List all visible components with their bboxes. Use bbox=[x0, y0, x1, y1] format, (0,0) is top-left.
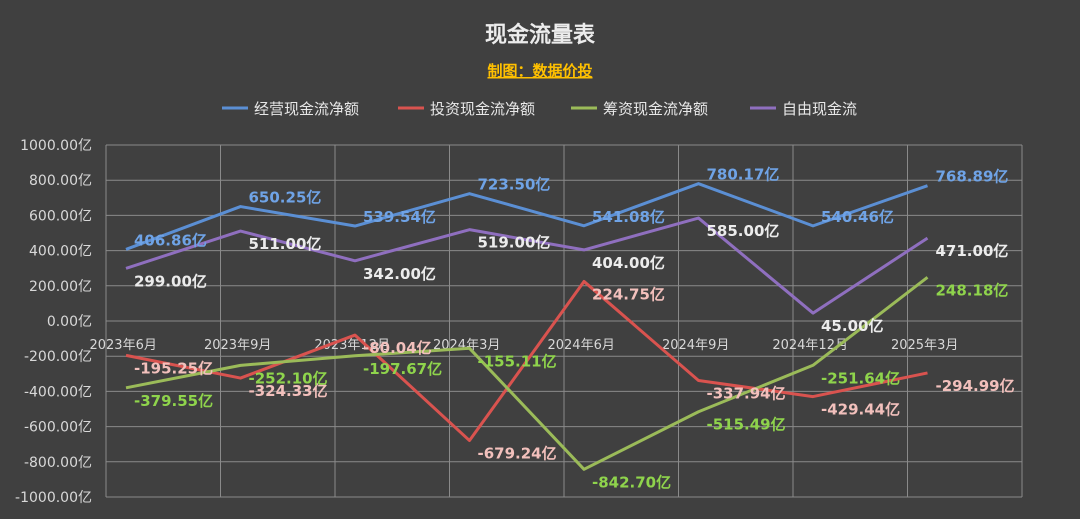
x-tick-label: 2024年9月 bbox=[662, 338, 729, 353]
y-tick-label: -1000.00亿 bbox=[15, 490, 92, 506]
y-tick-label: 600.00亿 bbox=[29, 208, 92, 224]
data-label: 539.54亿 bbox=[363, 208, 436, 226]
data-label: -337.94亿 bbox=[707, 384, 786, 402]
data-label: 541.08亿 bbox=[592, 208, 665, 226]
y-tick-label: 800.00亿 bbox=[29, 173, 92, 189]
series-line bbox=[125, 182, 928, 251]
data-label: -842.70亿 bbox=[592, 473, 671, 491]
data-label: 248.18亿 bbox=[936, 281, 1009, 299]
data-label: 224.75亿 bbox=[592, 285, 665, 303]
x-tick-label: 2023年6月 bbox=[89, 338, 156, 353]
y-tick-label: -600.00亿 bbox=[24, 420, 92, 436]
data-label: -429.44亿 bbox=[821, 401, 900, 419]
data-label: -679.24亿 bbox=[478, 445, 557, 463]
data-label: -324.33亿 bbox=[249, 382, 328, 400]
data-label: -379.55亿 bbox=[134, 392, 213, 410]
x-tick-label: 2025年3月 bbox=[891, 338, 958, 353]
y-tick-label: 0.00亿 bbox=[47, 314, 92, 330]
y-tick-label: -200.00亿 bbox=[24, 349, 92, 365]
data-label: 540.46亿 bbox=[821, 208, 894, 226]
x-tick-label: 2024年12月 bbox=[772, 338, 848, 353]
data-label: -294.99亿 bbox=[936, 377, 1015, 395]
data-label: -251.64亿 bbox=[821, 369, 900, 387]
y-axis-ticks: 1000.00亿 800.00亿 600.00亿 400.00亿 200.00亿 0.00… bbox=[15, 138, 92, 506]
y-tick-label: 400.00亿 bbox=[29, 244, 92, 260]
data-label: -195.25亿 bbox=[134, 359, 213, 377]
data-label: 406.86亿 bbox=[134, 231, 207, 249]
chart-title: 现金流量表 bbox=[485, 22, 596, 48]
legend-entry: 投资现金流净额 bbox=[430, 100, 535, 118]
legend-entry: 自由现金流 bbox=[782, 100, 857, 118]
data-label: 650.25亿 bbox=[249, 189, 322, 207]
chart-series bbox=[125, 182, 929, 471]
x-tick-label: 2023年9月 bbox=[204, 338, 271, 353]
data-label: -515.49亿 bbox=[707, 416, 786, 434]
legend-entry: 经营现金流净额 bbox=[254, 100, 359, 118]
data-label: 585.00亿 bbox=[707, 222, 780, 240]
data-label: 519.00亿 bbox=[478, 234, 551, 252]
data-labels: 406.86亿 650.25亿 539.54亿 723.50亿 541.08亿 780.1… bbox=[134, 166, 1015, 492]
data-label: 723.50亿 bbox=[478, 176, 551, 194]
data-label: 342.00亿 bbox=[363, 265, 436, 283]
data-label: -252.10亿 bbox=[249, 369, 328, 387]
data-label: -197.67亿 bbox=[363, 360, 442, 378]
data-label: 45.00亿 bbox=[821, 317, 883, 335]
data-label: 299.00亿 bbox=[134, 272, 207, 290]
y-tick-label: 1000.00亿 bbox=[20, 138, 92, 154]
x-tick-label: 2024年6月 bbox=[547, 338, 614, 353]
data-label: -155.11亿 bbox=[478, 352, 557, 370]
data-label: -80.04亿 bbox=[363, 339, 432, 357]
data-label: 780.17亿 bbox=[707, 166, 780, 184]
chart-legend: 经营现金流净额 投资现金流净额 筹资现金流净额 自由现金流 bbox=[222, 100, 857, 118]
series-line bbox=[125, 279, 928, 443]
chart-grid bbox=[105, 144, 1023, 498]
y-tick-label: 200.00亿 bbox=[29, 279, 92, 295]
x-axis-ticks: 2023年6月 2023年9月 2023年12月 2024年3月 2024年6月 2024… bbox=[89, 338, 958, 353]
series-line bbox=[125, 276, 929, 471]
data-label: 511.00亿 bbox=[249, 235, 322, 253]
legend-entry: 筹资现金流净额 bbox=[603, 100, 708, 118]
series-line bbox=[125, 216, 929, 315]
data-label: 768.89亿 bbox=[936, 168, 1009, 186]
chart-subtitle: 制图：数据价投 bbox=[487, 62, 592, 80]
y-tick-label: -800.00亿 bbox=[24, 455, 92, 471]
y-tick-label: -400.00亿 bbox=[24, 384, 92, 400]
data-label: 471.00亿 bbox=[936, 242, 1009, 260]
data-label: 404.00亿 bbox=[592, 254, 665, 272]
